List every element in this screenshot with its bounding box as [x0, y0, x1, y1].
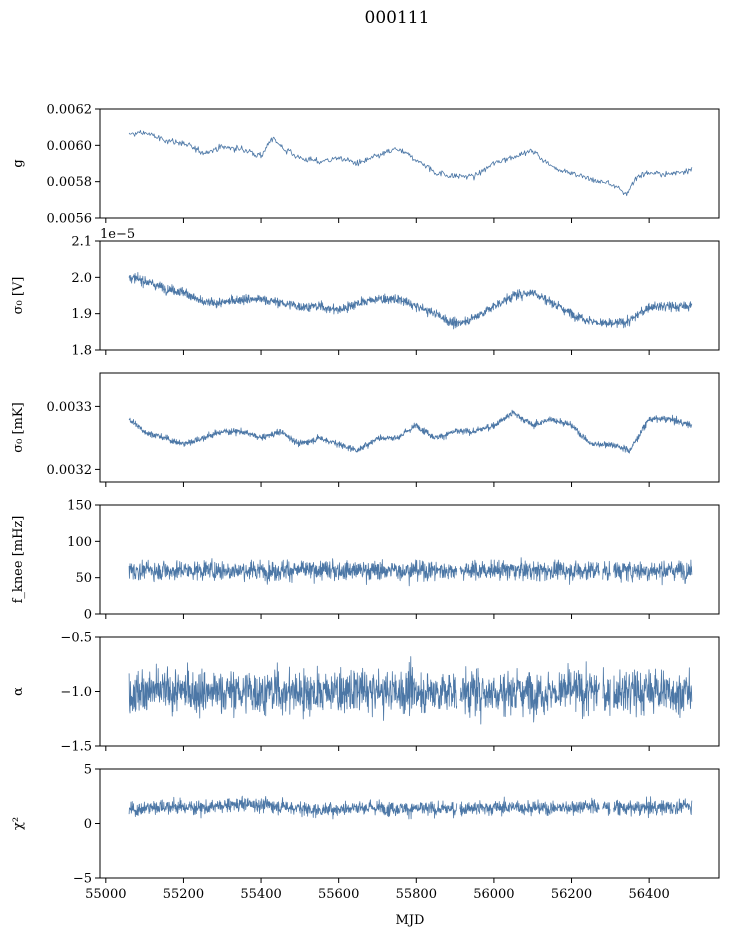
subplot-5: −1.5 −1.0 −0.5 α [11, 631, 720, 755]
y-axis-label-3: σ₀ [mK] [11, 402, 26, 452]
figure-title: 000111 [365, 8, 430, 28]
y-tick-label-6-2: 5 [84, 763, 92, 778]
y-axis-label-5: α [11, 687, 26, 696]
x-tick-label-4: 55800 [396, 887, 437, 902]
y-tick-label-2-2: 2.0 [71, 271, 92, 286]
series-line-6 [128, 795, 693, 820]
y-tick-label-2-1: 1.9 [71, 307, 92, 322]
series-line-5 [128, 656, 693, 725]
axes-frame-2 [99, 240, 720, 351]
subplot-6: −5 0 5 55000 55200 55400 55600 55800 56000 56200 5… [11, 763, 720, 902]
axes-frame-1 [99, 108, 720, 219]
y-tick-label-4-3: 150 [67, 499, 92, 514]
y-tick-label-4-0: 0 [84, 608, 92, 623]
y-offset-text-2: 1e−5 [100, 227, 135, 242]
x-tick-label-5: 56000 [473, 887, 514, 902]
y-tick-label-1-1: 0.0058 [47, 175, 93, 190]
y-tick-label-2-0: 1.8 [71, 344, 92, 359]
series-line-1 [128, 129, 693, 197]
y-tick-label-1-0: 0.0056 [47, 212, 93, 227]
y-tick-label-6-0: −5 [73, 872, 92, 887]
x-tick-label-7: 56400 [628, 887, 669, 902]
y-tick-label-1-3: 0.0062 [47, 103, 93, 118]
y-axis-label-1: g [11, 159, 26, 167]
series-line-2 [128, 271, 693, 330]
y-tick-label-3-0: 0.0032 [47, 463, 93, 478]
subplot-3: 0.0032 0.0033 σ₀ [mK] [11, 372, 720, 487]
series-line-3 [128, 409, 693, 454]
subplot-4: 0 50 100 150 f_knee [mHz] [11, 499, 720, 623]
y-axis-label-6: χ² [11, 817, 26, 830]
y-tick-label-5-2: −0.5 [60, 631, 92, 646]
y-tick-label-3-1: 0.0033 [47, 400, 93, 415]
series-line-4 [128, 557, 693, 587]
subplot-2: 1.8 1.9 2.0 2.1 σ₀ [V] 1e−5 [11, 227, 720, 359]
x-axis-label: MJD [396, 913, 425, 928]
y-tick-label-1-2: 0.0060 [47, 139, 93, 154]
x-tick-label-2: 55400 [240, 887, 281, 902]
axes-frame-3 [99, 372, 720, 483]
x-tick-label-1: 55200 [163, 887, 204, 902]
y-axis-label-4: f_knee [mHz] [11, 516, 26, 604]
y-tick-label-4-1: 50 [75, 571, 92, 586]
x-tick-label-3: 55600 [318, 887, 359, 902]
y-tick-label-5-1: −1.0 [60, 685, 92, 700]
x-tick-label-6: 56200 [551, 887, 592, 902]
y-tick-label-5-0: −1.5 [60, 740, 92, 755]
y-tick-label-4-2: 100 [67, 535, 92, 550]
x-tick-label-0: 55000 [85, 887, 126, 902]
y-tick-label-6-1: 0 [84, 817, 92, 832]
axes-frame-6 [99, 768, 720, 879]
y-axis-label-2: σ₀ [V] [11, 277, 26, 315]
axes-frame-4 [99, 504, 720, 615]
subplots: 0.0056 0.0058 0.0060 0.0062 g 1.8 1.9 2.0 2.1 σ₀ … [11, 103, 720, 902]
y-tick-label-2-3: 2.1 [71, 235, 92, 250]
subplot-1: 0.0056 0.0058 0.0060 0.0062 g [11, 103, 720, 227]
